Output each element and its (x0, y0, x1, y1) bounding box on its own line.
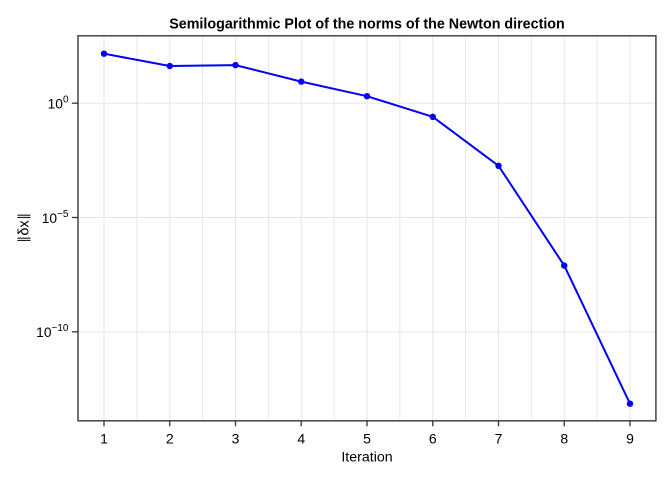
svg-text:2: 2 (166, 431, 174, 447)
svg-text:4: 4 (297, 431, 305, 447)
svg-text:3: 3 (232, 431, 240, 447)
svg-text:Iteration: Iteration (341, 450, 392, 466)
svg-text:7: 7 (495, 431, 503, 447)
svg-text:8: 8 (560, 431, 568, 447)
svg-text:5: 5 (363, 431, 371, 447)
svg-text:9: 9 (626, 431, 634, 447)
svg-text:δx: δx (16, 220, 32, 236)
svg-text:Semilogarithmic Plot of the no: Semilogarithmic Plot of the norms of the… (169, 17, 565, 33)
svg-text:6: 6 (429, 431, 437, 447)
svg-text:1: 1 (100, 431, 108, 447)
